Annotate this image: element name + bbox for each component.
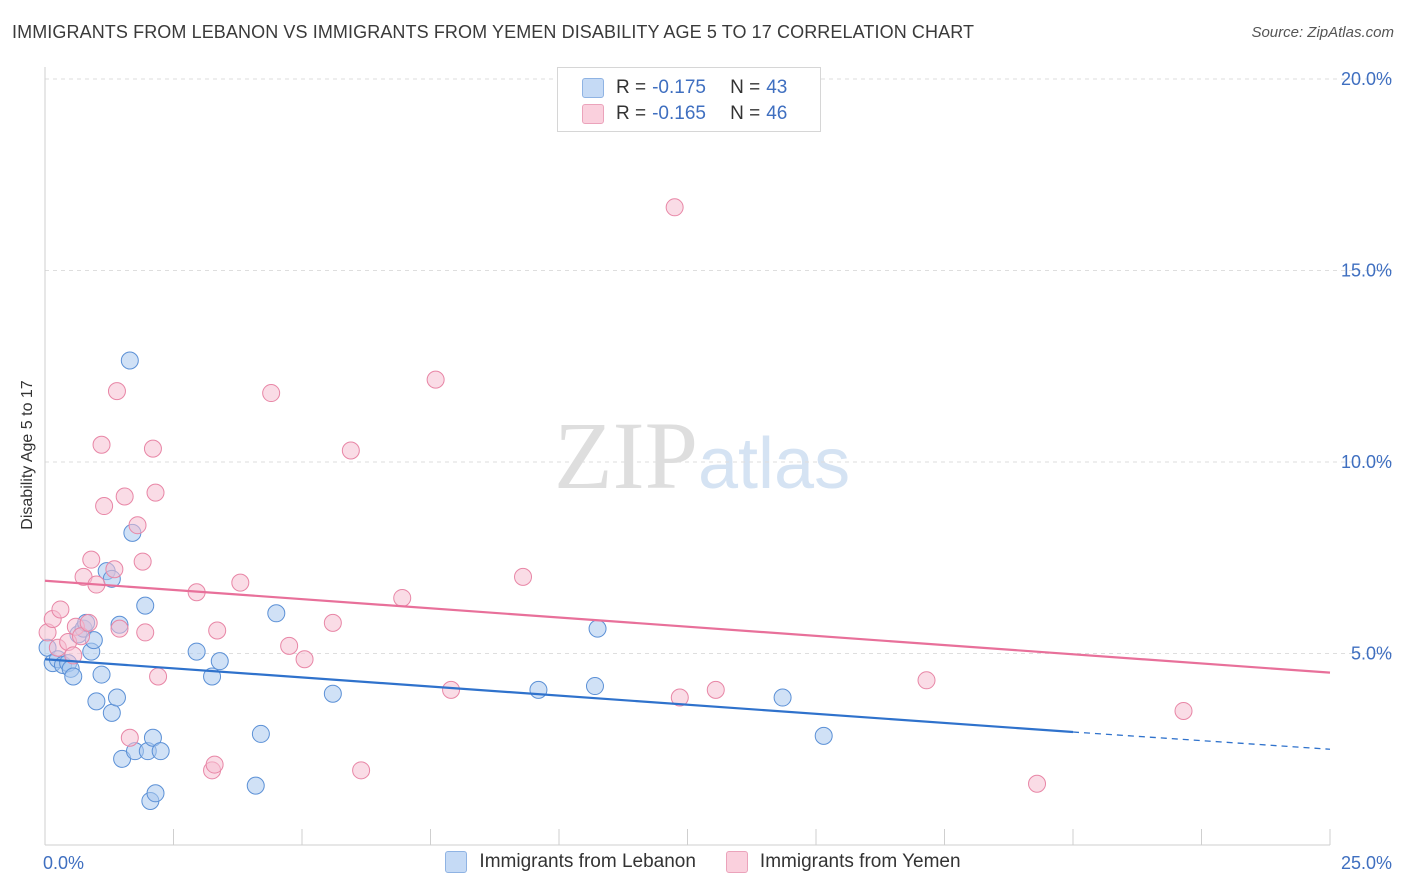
point-lebanon — [121, 352, 138, 369]
tick-labels: 5.0%10.0%15.0%20.0%0.0% 25.0% — [43, 69, 1392, 873]
point-yemen — [281, 637, 298, 654]
point-lebanon — [108, 689, 125, 706]
point-yemen — [353, 762, 370, 779]
point-yemen — [1029, 775, 1046, 792]
point-lebanon — [324, 685, 341, 702]
legend-label-yemen: Immigrants from Yemen — [760, 851, 961, 873]
point-yemen — [263, 385, 280, 402]
point-yemen — [147, 484, 164, 501]
y-tick-label: 5.0% — [1351, 644, 1392, 664]
legend-n-value: 46 — [766, 103, 787, 125]
point-yemen — [129, 517, 146, 534]
point-lebanon — [815, 727, 832, 744]
point-lebanon — [774, 689, 791, 706]
point-yemen — [108, 383, 125, 400]
trend-line-lebanon — [45, 659, 1073, 732]
point-lebanon — [589, 620, 606, 637]
point-lebanon — [88, 693, 105, 710]
point-yemen — [394, 589, 411, 606]
legend-swatch-yemen — [726, 851, 748, 873]
point-lebanon — [152, 743, 169, 760]
point-yemen — [150, 668, 167, 685]
legend-swatch-lebanon — [445, 851, 467, 873]
point-lebanon — [137, 597, 154, 614]
point-yemen — [918, 672, 935, 689]
point-lebanon — [188, 643, 205, 660]
y-tick-label: 10.0% — [1341, 452, 1392, 472]
point-yemen — [137, 624, 154, 641]
series-legend: Immigrants from Lebanon Immigrants from … — [0, 851, 1406, 873]
point-yemen — [427, 371, 444, 388]
point-lebanon — [65, 668, 82, 685]
point-yemen — [116, 488, 133, 505]
trend-line-yemen — [45, 581, 1330, 673]
correlation-legend: R = -0.175 N = 43 R = -0.165 N = 46 — [557, 67, 821, 132]
series-lebanon — [39, 352, 832, 809]
y-tick-label: 15.0% — [1341, 261, 1392, 281]
trend-line-lebanon-extension — [1073, 732, 1330, 749]
point-yemen — [206, 756, 223, 773]
point-yemen — [209, 622, 226, 639]
point-lebanon — [147, 785, 164, 802]
legend-n-label: N = — [730, 103, 760, 125]
legend-row-lebanon: R = -0.175 N = 43 — [582, 76, 787, 100]
point-yemen — [93, 436, 110, 453]
legend-n-label: N = — [730, 77, 760, 99]
point-lebanon — [247, 777, 264, 794]
scatter-plot: 5.0%10.0%15.0%20.0%0.0% 25.0% — [0, 0, 1406, 892]
trend-lines — [45, 581, 1330, 750]
point-yemen — [106, 561, 123, 578]
legend-label-lebanon: Immigrants from Lebanon — [479, 851, 696, 873]
legend-item-yemen: Immigrants from Yemen — [726, 851, 961, 873]
point-yemen — [80, 614, 97, 631]
point-yemen — [666, 199, 683, 216]
point-yemen — [342, 442, 359, 459]
grid-lines — [45, 79, 1392, 654]
point-yemen — [707, 681, 724, 698]
series-yemen — [39, 199, 1192, 792]
y-tick-label: 20.0% — [1341, 69, 1392, 89]
point-yemen — [515, 568, 532, 585]
legend-swatch-yemen — [582, 104, 604, 124]
legend-row-yemen: R = -0.165 N = 46 — [582, 102, 787, 126]
legend-item-lebanon: Immigrants from Lebanon — [445, 851, 696, 873]
legend-r-value: -0.175 — [652, 77, 730, 99]
legend-swatch-lebanon — [582, 78, 604, 98]
point-yemen — [134, 553, 151, 570]
point-lebanon — [586, 678, 603, 695]
point-yemen — [443, 681, 460, 698]
legend-r-value: -0.165 — [652, 103, 730, 125]
point-yemen — [96, 498, 113, 515]
axes — [45, 67, 1330, 845]
point-yemen — [1175, 702, 1192, 719]
point-lebanon — [103, 704, 120, 721]
point-yemen — [83, 551, 100, 568]
point-lebanon — [93, 666, 110, 683]
point-lebanon — [268, 605, 285, 622]
point-yemen — [232, 574, 249, 591]
point-yemen — [144, 440, 161, 457]
point-yemen — [52, 601, 69, 618]
point-yemen — [296, 651, 313, 668]
legend-r-label: R = — [616, 103, 646, 125]
legend-n-value: 43 — [766, 77, 787, 99]
point-lebanon — [252, 725, 269, 742]
point-yemen — [324, 614, 341, 631]
point-lebanon — [211, 653, 228, 670]
point-yemen — [111, 620, 128, 637]
point-lebanon — [530, 681, 547, 698]
point-yemen — [121, 729, 138, 746]
legend-r-label: R = — [616, 77, 646, 99]
